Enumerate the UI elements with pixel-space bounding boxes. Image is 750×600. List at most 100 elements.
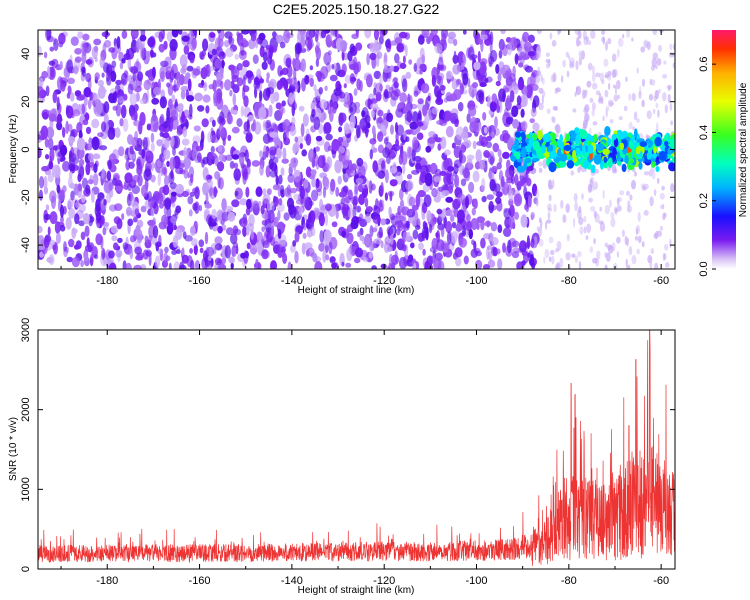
heatmap-cell [259,90,263,102]
heatmap-cell [252,200,259,209]
heatmap-cell [48,160,54,170]
heatmap-cell [136,38,143,50]
heatmap-cell [469,117,478,128]
heatmap-cell [355,42,363,51]
heatmap-cell [117,237,123,243]
heatmap-cell [153,122,159,133]
heatmap-cell [224,79,232,91]
heatmap-cell [621,229,625,237]
heatmap-cell [574,255,579,264]
heatmap-cell [530,212,535,220]
heatmap-cell [43,51,48,59]
heatmap-cell [329,99,333,108]
heatmap-cell [183,146,188,159]
heatmap-cell [216,46,223,57]
heatmap-cell [549,185,553,190]
heatmap-cell [169,38,178,52]
heatmap-cell [667,93,671,104]
heatmap-cell [68,208,76,219]
heatmap-cell [320,30,327,39]
heatmap-cell [269,46,275,54]
heatmap-cell [495,196,502,204]
heatmap-signal-cell [537,129,543,141]
heatmap-cell [401,244,407,252]
heatmap-cell [275,102,282,110]
heatmap-cell [158,234,162,248]
heatmap-cell [277,65,283,77]
heatmap-cell [373,30,380,41]
heatmap-cell [253,80,261,90]
heatmap-cell [198,239,205,248]
heatmap-cell [229,160,235,169]
heatmap-cell [583,226,587,234]
heatmap-cell [276,147,282,159]
heatmap-cell [299,142,303,150]
heatmap-cell [217,145,223,153]
heatmap-cell [576,37,580,47]
heatmap-cell [530,238,535,248]
heatmap-cell [538,102,544,111]
heatmap-cell [68,238,75,248]
heatmap-cell [526,177,532,187]
heatmap-cell [205,174,213,181]
heatmap-cell [164,175,170,187]
heatmap-cell [641,241,645,248]
heatmap-cell [91,190,95,203]
heatmap-cell [88,136,93,151]
heatmap-cell [245,186,250,198]
heatmap-cell [146,123,152,131]
heatmap-y-tick-label: 0 [20,146,32,152]
heatmap-cell [80,260,84,268]
heatmap-cell [547,207,553,212]
heatmap-cell [538,238,544,247]
heatmap-cell [478,61,487,76]
heatmap-cell [71,228,78,234]
heatmap-cell [141,49,146,59]
heatmap-cell [275,175,279,186]
heatmap-cell [369,243,374,252]
heatmap-cell [447,165,454,172]
heatmap-cell [602,115,605,122]
heatmap-cell [386,266,390,269]
heatmap-cell [449,93,458,102]
heatmap-cell [346,133,352,144]
heatmap-cell [584,89,588,95]
heatmap-cell [639,85,642,96]
heatmap-cell [201,118,209,128]
heatmap-cell [497,224,503,234]
heatmap-cell [161,132,170,139]
heatmap-cell [68,136,76,144]
heatmap-cell [226,114,234,125]
heatmap-cell [345,168,354,175]
heatmap-cell [348,208,354,219]
heatmap-cell [341,261,345,267]
heatmap-cell [649,78,653,86]
heatmap-cell [440,136,447,150]
heatmap-cell [583,36,589,46]
heatmap-cell [433,257,442,269]
heatmap-cell [205,105,210,114]
heatmap-signal-cell [572,149,577,159]
heatmap-cell [129,145,134,155]
heatmap-cell [478,73,487,85]
heatmap-cell [607,75,611,81]
heatmap-cell [477,50,481,64]
heatmap-cell [202,156,209,165]
heatmap-cell [417,110,422,121]
heatmap-cell [453,163,459,175]
heatmap-cell [163,252,169,266]
heatmap-cell [566,70,570,78]
heatmap-cell [116,36,121,49]
heatmap-cell [175,228,183,240]
heatmap-cell [655,102,659,109]
heatmap-cell [122,184,128,190]
heatmap-cell [383,52,388,63]
heatmap-cell [390,124,394,135]
heatmap-cell [365,206,373,213]
heatmap-cell [136,219,144,228]
heatmap-cell [267,87,275,95]
heatmap-cell [56,113,63,124]
heatmap-cell [289,244,296,253]
heatmap-cell [627,205,633,213]
heatmap-cell [569,57,575,66]
